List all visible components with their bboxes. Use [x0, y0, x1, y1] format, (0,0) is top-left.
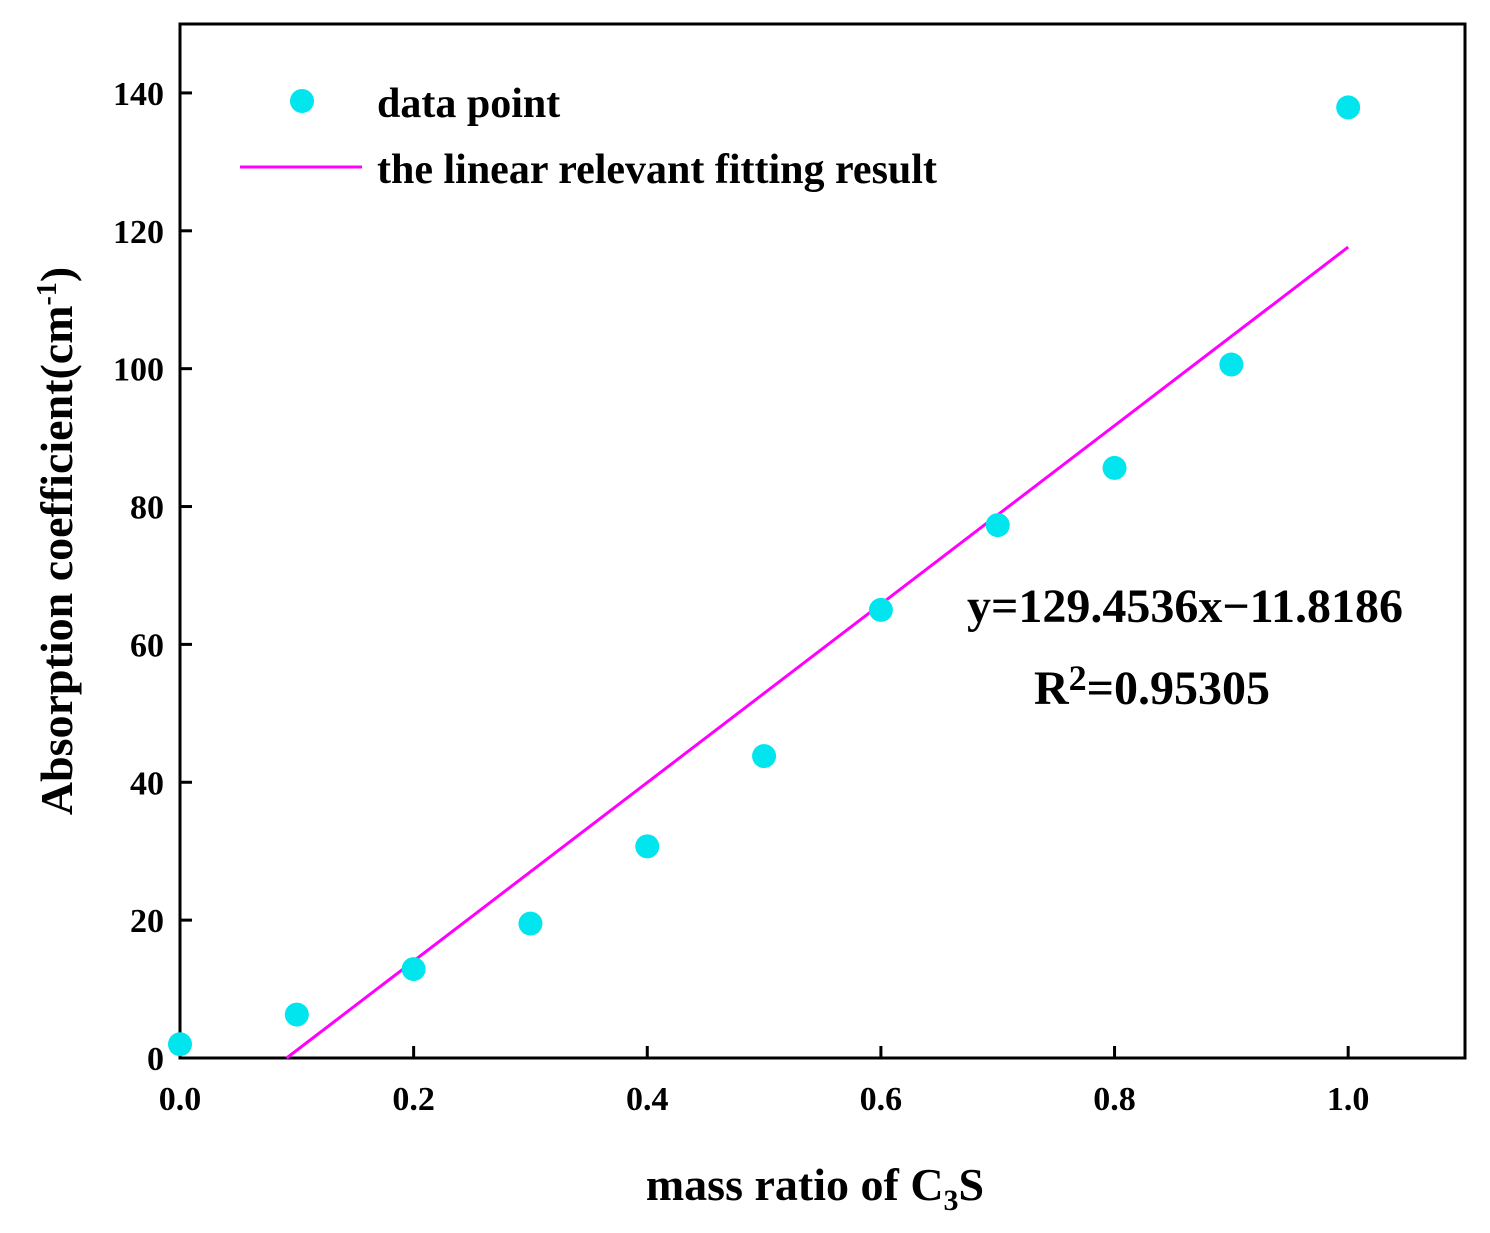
- x-tick-label: 1.0: [1327, 1081, 1370, 1118]
- x-title-main: mass ratio of C: [646, 1159, 944, 1210]
- y-title-superscript: -1: [32, 282, 63, 305]
- y-tick-label: 140: [113, 76, 164, 113]
- data-point: [168, 1032, 192, 1057]
- x-title-tail: S: [959, 1159, 985, 1210]
- y-tick-label: 60: [130, 627, 164, 664]
- legend-marker-data-point: [290, 89, 314, 113]
- x-tick-label: 0.2: [392, 1081, 435, 1118]
- y-tick-label: 0: [147, 1041, 164, 1078]
- x-tick-label: 0.6: [860, 1081, 903, 1118]
- y-tick-label: 100: [113, 352, 164, 389]
- y-tick-label: 120: [113, 214, 164, 251]
- data-point: [1219, 352, 1244, 377]
- fit-equation: y=129.4536x−11.8186: [967, 580, 1403, 633]
- r-squared-annotation: R2=0.95305: [1034, 658, 1270, 715]
- data-points: [168, 95, 1361, 1057]
- data-point: [1336, 95, 1361, 120]
- x-axis-ticks: 0.0 0.2 0.4 0.6 0.8 1.0: [159, 1046, 1370, 1118]
- x-tick-label: 0.0: [159, 1081, 202, 1118]
- y-tick-label: 40: [130, 765, 164, 802]
- data-point: [868, 597, 893, 622]
- y-axis-title: Absorption coefficient(cm-1): [31, 267, 82, 815]
- y-tick-label: 80: [130, 490, 164, 527]
- fit-line: [285, 245, 1350, 1060]
- data-point: [518, 911, 543, 936]
- data-point: [284, 1002, 309, 1027]
- data-point: [1102, 455, 1127, 480]
- data-point: [401, 957, 426, 982]
- r2-superscript: 2: [1069, 658, 1087, 698]
- x-axis-title: mass ratio of C3S: [646, 1159, 984, 1217]
- y-title-main: Absorption coefficient(cm: [31, 305, 82, 815]
- data-point: [752, 744, 777, 769]
- r2-prefix: R: [1034, 662, 1070, 715]
- x-tick-label: 0.8: [1093, 1081, 1136, 1118]
- plot-frame: [178, 22, 1467, 1060]
- data-point: [985, 513, 1010, 538]
- legend-label-data-point: data point: [377, 81, 560, 127]
- fit-line-group: [285, 245, 1350, 1060]
- data-point: [635, 834, 660, 859]
- x-tick-label: 0.4: [626, 1081, 669, 1118]
- r2-value: =0.95305: [1087, 662, 1270, 715]
- legend: data point the linear relevant fitting r…: [240, 81, 937, 193]
- y-axis-ticks: 0 20 40 60 80 100 120 140: [113, 76, 192, 1078]
- y-title-tail: ): [31, 267, 82, 282]
- y-tick-label: 20: [130, 903, 164, 940]
- legend-label-fit-line: the linear relevant fitting result: [377, 147, 937, 193]
- x-title-subscript: 3: [944, 1184, 959, 1217]
